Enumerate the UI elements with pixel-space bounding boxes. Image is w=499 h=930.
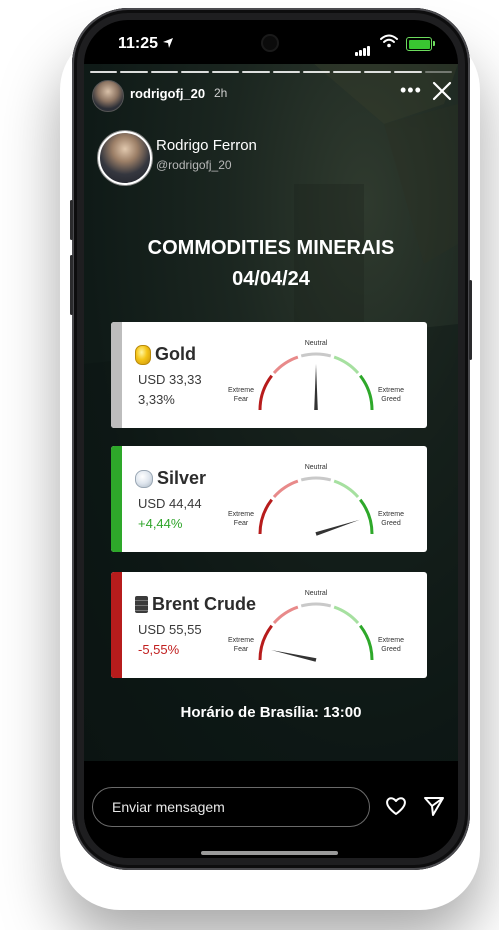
heart-icon[interactable] [384, 794, 408, 818]
gauge-label-neutral: Neutral [305, 464, 328, 471]
gold-coin-icon [135, 344, 151, 365]
message-placeholder: Enviar mensagem [112, 799, 225, 815]
gauge-neutral-arc [300, 352, 332, 358]
gauge-greed-arc [333, 479, 360, 498]
phone-screen: 11:25 rodrigofj_20 2h ••• Rod [84, 20, 458, 858]
fear-greed-gauge: Neutral Extreme Fear Extreme Greed [228, 464, 404, 536]
home-indicator[interactable] [201, 851, 338, 855]
gauge-label-greed: Greed [381, 646, 401, 653]
gauge-label-extreme: Extreme [378, 511, 404, 518]
commodity-card: Brent Crude USD 55,55 -5,55% Neutral Extreme… [111, 572, 427, 678]
location-arrow-icon [163, 38, 173, 48]
gauge-neutral-arc [300, 602, 332, 608]
commodity-card: Gold USD 33,33 3,33% Neutral Extreme Fear Extr… [111, 322, 427, 428]
fear-greed-gauge: Neutral Extreme Fear Extreme Greed [228, 340, 404, 411]
gauge-needle [271, 649, 317, 662]
gauge-label-fear: Fear [234, 520, 249, 527]
wifi-icon [380, 34, 398, 48]
commodity-change: 3,33% [138, 392, 175, 407]
gauge-fear-arc [272, 479, 299, 498]
gauge-greed-arc [333, 355, 360, 374]
commodity-name-text: Gold [155, 344, 196, 364]
profile-handle: @rodrigofj_20 [156, 158, 232, 172]
gauge-fear-arc [272, 355, 299, 374]
commodity-status-bar [111, 446, 122, 552]
gauge-label-neutral: Neutral [305, 590, 328, 597]
commodity-price: USD 55,55 [138, 622, 202, 637]
commodity-status-bar [111, 322, 122, 428]
commodity-name: Silver [135, 468, 206, 489]
front-camera [263, 36, 277, 50]
commodity-change: +4,44% [138, 516, 183, 531]
gauge-label-extreme: Extreme [228, 511, 254, 518]
oil-barrel-icon [135, 596, 148, 613]
gauge-label-neutral: Neutral [305, 340, 328, 347]
silver-coin-icon [135, 469, 153, 488]
more-options-icon[interactable]: ••• [400, 80, 422, 100]
commodity-change: -5,55% [138, 642, 180, 657]
status-bar: 11:25 [84, 20, 458, 64]
commodity-name: Gold [135, 344, 196, 365]
gauge-fear-arc [272, 605, 299, 624]
message-bar: Enviar mensagem [84, 761, 458, 858]
commodity-name-text: Silver [157, 468, 207, 488]
gauge-label-greed: Greed [381, 520, 401, 527]
side-button-right [469, 280, 472, 360]
gauge-greed-arc [333, 605, 360, 624]
commodity-name: Brent Crude [135, 594, 256, 615]
commodity-price: USD 33,33 [138, 372, 202, 387]
gauge-extreme-fear-arc [258, 624, 273, 661]
story-age: 2h [214, 86, 228, 100]
status-time: 11:25 [118, 35, 159, 52]
commodity-card: Silver USD 44,44 +4,44% Neutral Extreme Fear E… [111, 446, 427, 552]
gauge-label-extreme: Extreme [378, 637, 404, 644]
story-avatar[interactable] [92, 80, 124, 112]
gauge-label-extreme: Extreme [228, 637, 254, 644]
gauge-needle [315, 519, 360, 536]
side-button-left [70, 200, 73, 240]
message-input[interactable]: Enviar mensagem [92, 787, 370, 827]
gauge-extreme-greed-arc [359, 624, 374, 661]
signal-icon [355, 38, 371, 56]
brasilia-time: Horário de Brasília: 13:00 [180, 704, 362, 721]
commodity-name-text: Brent Crude [152, 594, 257, 614]
gauge-extreme-fear-arc [258, 374, 273, 411]
commodity-status-bar [111, 572, 122, 678]
fear-greed-gauge: Neutral Extreme Fear Extreme Greed [228, 590, 404, 662]
gauge-needle [314, 364, 318, 410]
gauge-extreme-greed-arc [359, 374, 374, 411]
gauge-label-fear: Fear [234, 396, 249, 403]
story-username[interactable]: rodrigofj_20 [130, 86, 206, 101]
gauge-label-extreme: Extreme [228, 387, 254, 394]
gauge-extreme-greed-arc [359, 498, 374, 535]
story-progress-bar [90, 71, 453, 73]
send-icon[interactable] [422, 794, 446, 818]
battery-icon [406, 37, 435, 51]
profile-name: Rodrigo Ferron [156, 137, 257, 154]
post-date: 04/04/24 [232, 268, 310, 290]
close-icon[interactable] [431, 80, 453, 102]
commodity-price: USD 44,44 [138, 496, 202, 511]
story-view[interactable]: rodrigofj_20 2h ••• Rodrigo Ferron @rodr… [84, 64, 458, 761]
gauge-label-fear: Fear [234, 646, 249, 653]
post-title: COMMODITIES MINERAIS [147, 237, 395, 259]
gauge-label-extreme: Extreme [378, 387, 404, 394]
side-button-left-2 [70, 255, 73, 315]
gauge-label-greed: Greed [381, 396, 401, 403]
profile-avatar [98, 131, 152, 185]
gauge-neutral-arc [300, 476, 332, 482]
gauge-extreme-fear-arc [258, 498, 273, 535]
